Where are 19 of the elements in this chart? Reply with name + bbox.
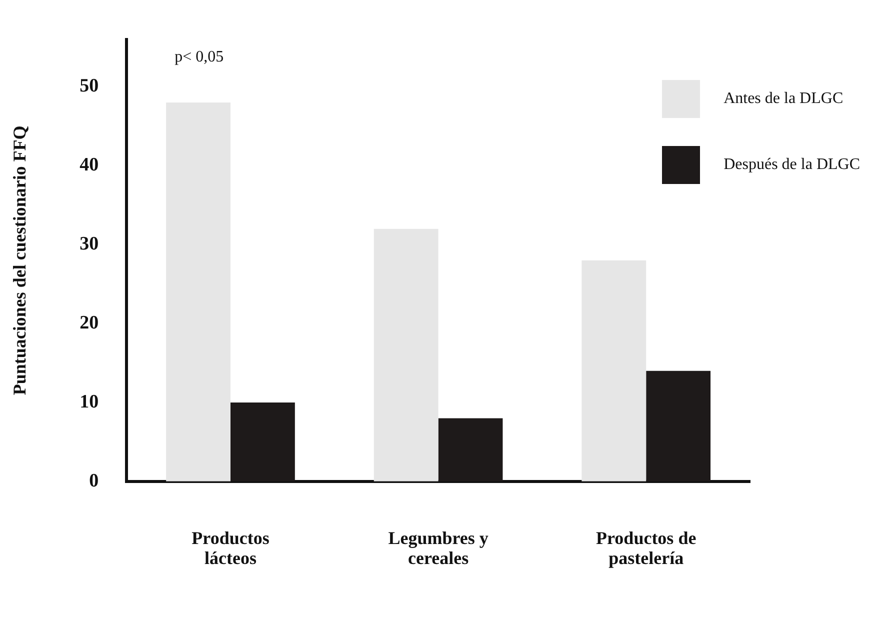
y-tick-label: 50 <box>80 76 99 97</box>
y-tick-label: 20 <box>80 312 99 334</box>
y-tick-label: 10 <box>80 391 99 412</box>
y-tick-label: 30 <box>80 234 99 255</box>
legend-label: Antes de la DLGC <box>724 90 844 108</box>
y-tick-label: 40 <box>80 154 99 176</box>
bar <box>438 418 503 482</box>
legend-label: Después de la DLGC <box>724 156 860 174</box>
bar <box>166 102 230 482</box>
bar <box>646 370 711 482</box>
bar <box>374 228 438 482</box>
y-tick-label: 0 <box>89 470 99 492</box>
x-tick-label: Legumbres y cereales <box>388 528 488 568</box>
bar <box>230 402 295 482</box>
x-tick-label: Productos lácteos <box>192 528 270 568</box>
x-tick-label: Productos de pastelería <box>596 528 696 568</box>
y-axis-title: Puntuaciones del cuestionario FFQ <box>9 126 30 396</box>
annotation: p< 0,05 <box>174 48 224 66</box>
bar <box>582 260 646 482</box>
